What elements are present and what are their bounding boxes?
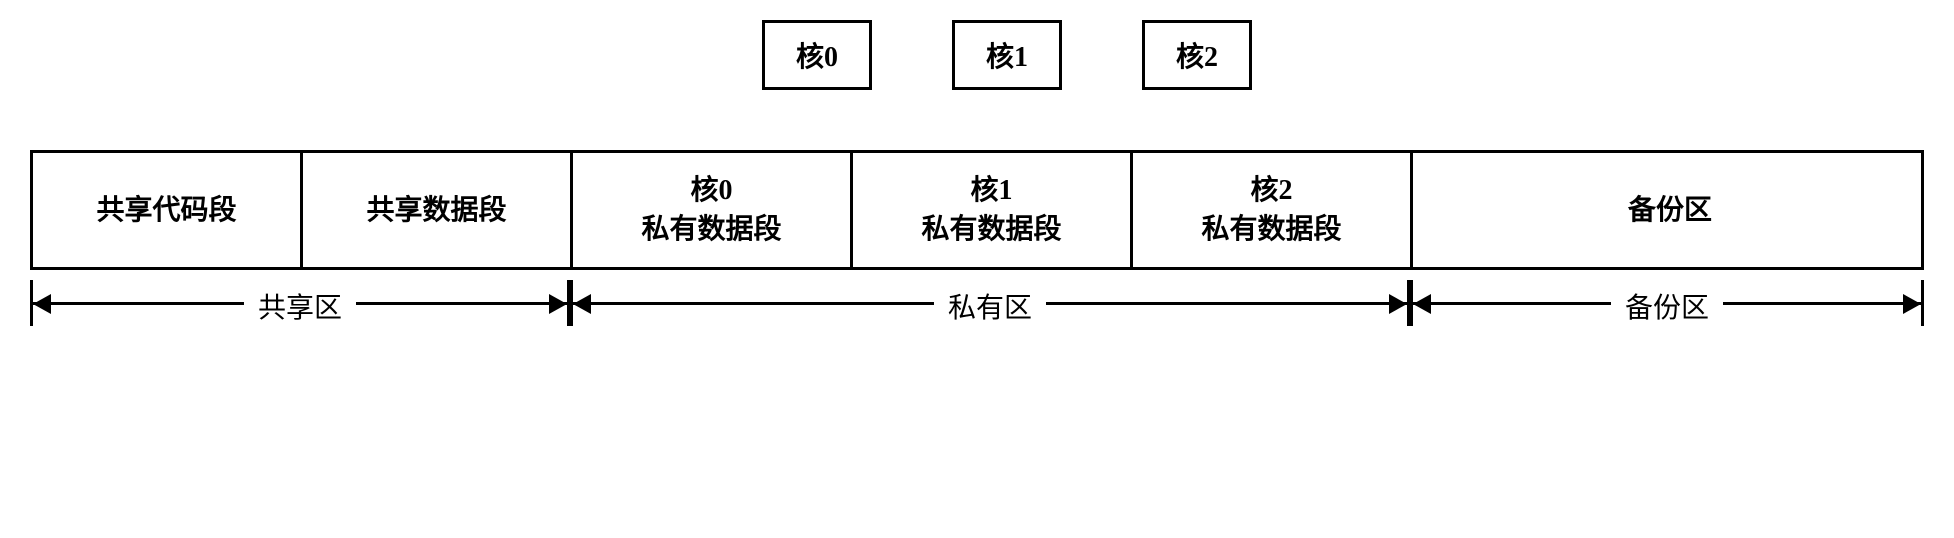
memory-cell-0: 共享代码段 xyxy=(33,153,303,267)
memory-cell-1: 共享数据段 xyxy=(303,153,573,267)
memory-cell-3: 核1私有数据段 xyxy=(853,153,1133,267)
memory-cell-4: 核2私有数据段 xyxy=(1133,153,1413,267)
core-box-1: 核1 xyxy=(952,20,1062,90)
memory-cell-line1: 核2 xyxy=(1250,171,1292,210)
core-box-2: 核2 xyxy=(1142,20,1252,90)
cores-row: 核0 核1 核2 xyxy=(90,20,1924,90)
memory-cell-line1: 备份区 xyxy=(1628,191,1712,230)
core-label: 核0 xyxy=(796,42,838,73)
dimension-row: 共享区 私有区 备份区 xyxy=(30,274,1924,334)
memory-cell-line2: 私有数据段 xyxy=(921,210,1061,249)
dimension-label: 共享区 xyxy=(244,286,356,326)
arrow-left-icon xyxy=(573,294,591,314)
arrow-left-icon xyxy=(1413,294,1431,314)
core-box-0: 核0 xyxy=(762,20,872,90)
arrow-right-icon xyxy=(549,294,567,314)
memory-cell-5: 备份区 xyxy=(1413,153,1927,267)
arrow-left-icon xyxy=(33,294,51,314)
dimension-segment-1: 私有区 xyxy=(570,274,1410,334)
core-label: 核2 xyxy=(1176,42,1218,73)
core-label: 核1 xyxy=(986,42,1028,73)
arrow-right-icon xyxy=(1903,294,1921,314)
memory-cell-line2: 私有数据段 xyxy=(641,210,781,249)
dimension-segment-2: 备份区 xyxy=(1410,274,1924,334)
dimension-label: 备份区 xyxy=(1611,286,1723,326)
memory-cell-line1: 核1 xyxy=(970,171,1012,210)
memory-cell-2: 核0私有数据段 xyxy=(573,153,853,267)
memory-cell-line1: 共享代码段 xyxy=(96,191,236,230)
dimension-label: 私有区 xyxy=(934,286,1046,326)
memory-cell-line1: 核0 xyxy=(690,171,732,210)
memory-cell-line2: 私有数据段 xyxy=(1201,210,1341,249)
dimension-segment-0: 共享区 xyxy=(30,274,570,334)
arrow-right-icon xyxy=(1389,294,1407,314)
memory-table: 共享代码段共享数据段核0私有数据段核1私有数据段核2私有数据段备份区 xyxy=(30,150,1924,270)
memory-layout-diagram: 核0 核1 核2 共享代码段共享数据段核0私有数据段核1私有数据段核2私有数据段… xyxy=(30,20,1924,334)
dimension-tick-right xyxy=(1921,280,1924,326)
memory-cell-line1: 共享数据段 xyxy=(366,191,506,230)
